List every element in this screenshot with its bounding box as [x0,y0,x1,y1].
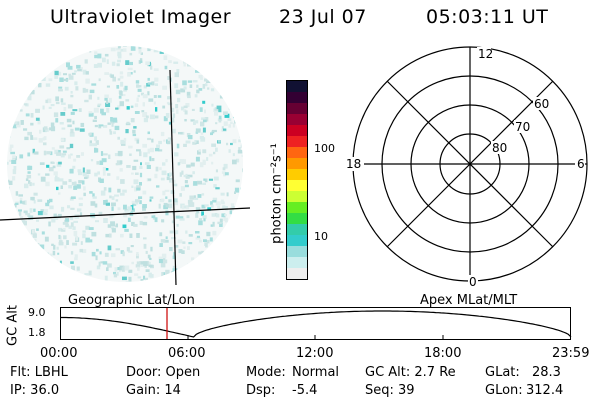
colorbar-segment [287,103,307,114]
colorbar-segment [287,92,307,103]
status-door: Door: Open [126,365,201,380]
clock-label-left: 18 [346,157,361,171]
status-dsp-label: Dsp: [246,383,276,398]
colorbar-segment [287,191,307,202]
colorbar-segment [287,136,307,147]
timeline-xtick-0000: 00:00 [40,346,78,361]
colorbar-tick-100: 100 [314,142,335,155]
colorbar-segment [287,158,307,169]
timeline-ylabel: GC Alt [5,305,21,346]
status-gain: Gain: 14 [126,383,181,398]
colorbar [286,80,308,280]
timeline-xtick-0600: 06:00 [168,346,206,361]
clock-label-right: 6 [577,157,585,171]
altitude-timeline [60,307,572,340]
colorbar-segment [287,246,307,257]
timeline-ytick-top: 9.0 [28,306,46,319]
status-dsp-value: -5.4 [292,383,318,398]
timeline-frame [60,307,571,340]
colorbar-segment [287,125,307,136]
polar-grid-panel: 12 18 6 0 60 70 80 [344,46,588,289]
status-glat-label: GLat: [485,365,520,380]
latitude-line [0,207,250,221]
observation-date: 23 Jul 07 [279,6,367,28]
status-mode-label: Mode: [246,365,286,380]
colorbar-unit-label: photon cm⁻²s⁻¹ [269,143,285,244]
clock-label-bottom: 0 [469,275,477,289]
colorbar-segment [287,224,307,235]
colorbar-segment [287,114,307,125]
status-glon-label: GLon: [485,383,523,398]
status-mode-value: Normal [292,365,340,380]
colorbar-segment [287,202,307,213]
lat-label-80: 80 [492,141,507,155]
timeline-xtick-1200: 12:00 [296,346,334,361]
lat-label-70: 70 [515,120,530,134]
colorbar-segment [287,180,307,191]
instrument-title: Ultraviolet Imager [50,6,232,28]
status-seq: Seq: 39 [365,383,415,398]
colorbar-segment [287,213,307,224]
altitude-curve [61,310,572,338]
status-filter: Flt: LBHL [10,365,68,380]
timeline-left-title: Geographic Lat/Lon [68,293,195,308]
status-glon-value: 312.4 [526,383,564,398]
lat-label-60: 60 [534,97,549,111]
colorbar-segment [287,235,307,246]
colorbar-segment [287,147,307,158]
colorbar-segment [287,81,307,92]
colorbar-segment [287,169,307,180]
longitude-line [169,69,177,286]
uv-image-panel [0,46,250,286]
timeline-right-title: Apex MLat/MLT [420,293,518,308]
timeline-ytick-bottom: 1.8 [28,326,46,339]
colorbar-segment [287,257,307,268]
polar-meridian-diag-2 [386,80,554,248]
status-ip: IP: 36.0 [10,383,60,398]
status-glat-value: 28.3 [532,365,561,380]
status-gc-alt: GC Alt: 2.7 Re [365,365,456,380]
observation-time: 05:03:11 UT [426,6,549,28]
colorbar-segment [287,268,307,279]
timeline-xtick-1800: 18:00 [424,346,462,361]
timeline-xtick-2359: 23:59 [552,346,590,361]
colorbar-tick-10: 10 [314,230,328,243]
clock-label-top: 12 [478,47,493,61]
